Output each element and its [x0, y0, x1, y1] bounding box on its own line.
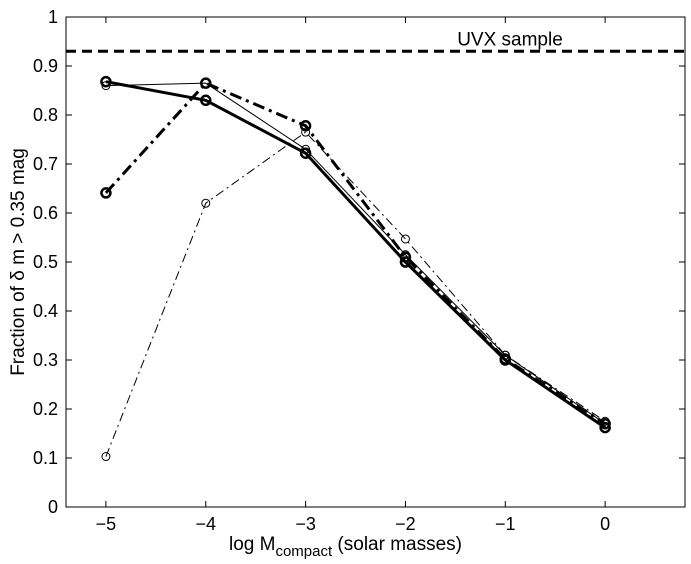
x-axis-label: log Mcompact (solar masses) — [229, 534, 462, 560]
x-tick-label: −3 — [295, 514, 316, 534]
x-tick-label: −2 — [395, 514, 416, 534]
series-3 — [100, 77, 611, 430]
y-tick-label: 0.2 — [33, 399, 58, 419]
x-tick-label: −4 — [196, 514, 217, 534]
data-point — [201, 198, 211, 208]
x-axis-label-suffix: (solar masses) — [332, 534, 462, 555]
data-point — [100, 187, 112, 199]
y-tick-label: 0.1 — [33, 448, 58, 468]
y-tick-label: 0.5 — [33, 252, 58, 272]
data-point — [299, 147, 312, 159]
y-tick-label: 0.7 — [33, 154, 58, 174]
x-tick-label: −5 — [96, 514, 117, 534]
series-0 — [101, 78, 610, 429]
x-axis-label-prefix: log M — [229, 534, 275, 555]
data-point — [200, 77, 212, 89]
data-point — [399, 251, 412, 263]
y-tick-label: 0.4 — [33, 301, 58, 321]
x-tick-label: 0 — [600, 514, 610, 534]
data-point — [400, 234, 410, 244]
series-line — [104, 81, 606, 425]
series-line — [105, 82, 606, 425]
y-tick-label: 0.9 — [33, 56, 58, 76]
y-tick-label: 0.3 — [33, 350, 58, 370]
series-1 — [100, 75, 611, 434]
data-point — [499, 353, 512, 365]
x-axis-label-subscript: compact — [275, 543, 333, 560]
series-line — [105, 131, 606, 457]
y-tick-label: 0.8 — [33, 105, 58, 125]
y-tick-label: 0 — [48, 497, 58, 517]
data-point — [299, 120, 312, 132]
series-2 — [101, 127, 610, 462]
data-point — [100, 75, 112, 88]
reference-line-label: UVX sample — [457, 29, 563, 50]
x-tick-label: −1 — [495, 514, 516, 534]
data-point — [200, 94, 212, 107]
y-tick-label: 0.6 — [33, 203, 58, 223]
y-tick-label: 1 — [48, 7, 58, 27]
y-axis-label: Fraction of δ m > 0.35 mag — [8, 148, 29, 376]
data-point — [101, 452, 111, 462]
data-point — [599, 417, 611, 430]
